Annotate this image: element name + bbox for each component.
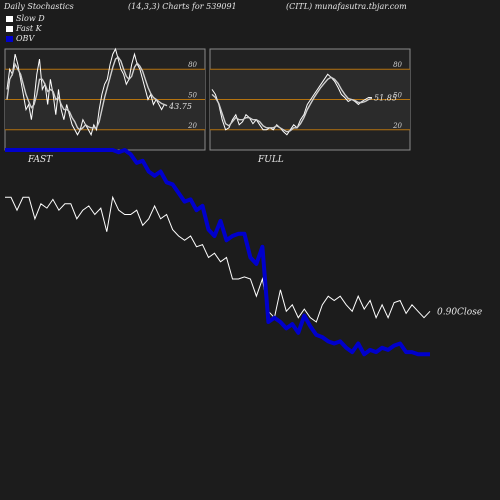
fast-series-slow-d <box>6 56 168 131</box>
full-panel-title: FULL <box>257 155 284 165</box>
legend-item-fast-k: Fast K <box>6 24 42 33</box>
legend-swatch-fast-k <box>6 26 13 32</box>
legend-label-fast-k: Fast K <box>16 24 42 33</box>
fast-tick-label-20: 20 <box>187 122 197 130</box>
legend-swatch-slow-d <box>6 16 13 22</box>
legend-item-slow-d: Slow D <box>6 14 45 23</box>
close-price-line <box>5 195 431 323</box>
header-chart-params: (14,3,3) Charts for 539091 <box>128 2 237 11</box>
full-tick-label-80: 80 <box>393 61 402 69</box>
legend-label-slow-d: Slow D <box>16 14 45 23</box>
fast-tick-label-80: 80 <box>188 61 197 69</box>
obv-line <box>5 148 430 357</box>
full-tick-label-50: 50 <box>393 92 402 100</box>
close-last-value-label: 0.90Close <box>437 307 482 317</box>
fast-tick-label-50: 50 <box>188 92 197 100</box>
full-tick-label-20: 20 <box>392 122 402 130</box>
fast-last-value-label: 43.75 <box>168 102 192 111</box>
full-series-fast-k <box>211 73 373 136</box>
header-title: Daily Stochastics <box>4 2 74 11</box>
fast-panel-title: FAST <box>27 155 53 165</box>
fast-series-fast-k <box>6 47 168 137</box>
full-last-value-label: 51.85 <box>374 94 397 103</box>
legend-item-obv: OBV <box>6 34 34 43</box>
full-series-slow-d <box>211 76 373 133</box>
legend-label-obv: OBV <box>16 34 35 43</box>
legend-swatch-obv <box>6 36 13 42</box>
header-source: (CITL) munafasutra.tbjar.com <box>286 2 407 11</box>
